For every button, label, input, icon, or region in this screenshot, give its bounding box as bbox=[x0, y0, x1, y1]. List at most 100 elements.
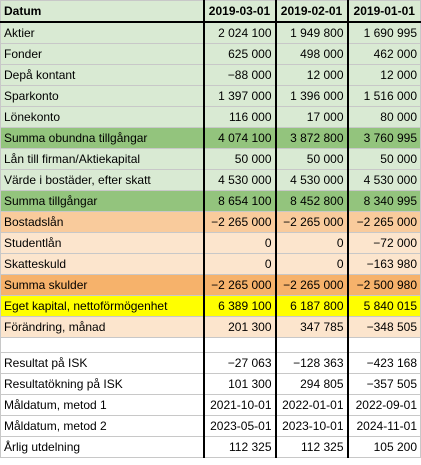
value-cell[interactable]: −2 265 000 bbox=[346, 211, 421, 233]
value-cell[interactable]: 8 654 100 bbox=[202, 190, 276, 212]
value-cell[interactable]: 0 bbox=[274, 253, 348, 275]
value-cell[interactable]: 12 000 bbox=[274, 64, 348, 86]
row-label-cell[interactable]: Förändring, månad bbox=[0, 316, 204, 338]
data-row: Depå kontant −88 000 12 000 12 000 bbox=[0, 64, 421, 86]
value-cell[interactable]: 8 340 995 bbox=[346, 190, 421, 212]
metric-row: Måldatum, metod 2 2023-05-01 2023-10-01 202… bbox=[0, 415, 421, 437]
value-cell[interactable]: −348 505 bbox=[346, 316, 421, 338]
value-cell[interactable]: 2022-09-01 bbox=[346, 394, 421, 416]
value-cell[interactable]: 4 530 000 bbox=[274, 169, 348, 191]
value-cell[interactable]: −2 265 000 bbox=[202, 274, 276, 296]
value-cell[interactable]: 1 949 800 bbox=[274, 21, 348, 44]
value-cell[interactable]: 116 000 bbox=[202, 106, 276, 128]
value-cell[interactable]: 0 bbox=[202, 232, 276, 254]
value-cell[interactable]: 2024-11-01 bbox=[346, 415, 421, 437]
value-cell[interactable]: 50 000 bbox=[202, 148, 276, 170]
value-cell[interactable]: −2 265 000 bbox=[274, 211, 348, 233]
value-cell[interactable]: −2 500 980 bbox=[346, 274, 421, 296]
row-label-cell[interactable]: Aktier bbox=[0, 21, 204, 44]
row-label-cell[interactable]: Bostadslån bbox=[0, 211, 204, 233]
row-label-cell[interactable]: Depå kontant bbox=[0, 64, 204, 86]
row-label-cell[interactable]: Summa obundna tillgångar bbox=[0, 127, 204, 149]
value-cell[interactable]: 3 760 995 bbox=[346, 127, 421, 149]
row-label-cell[interactable]: Måldatum, metod 1 bbox=[0, 394, 204, 416]
value-cell[interactable]: 1 397 000 bbox=[202, 85, 276, 107]
data-row: Värde i bostäder, efter skatt 4 530 000 4 … bbox=[0, 169, 421, 191]
empty-cell[interactable] bbox=[346, 337, 421, 353]
row-label-cell[interactable]: Sparkonto bbox=[0, 85, 204, 107]
value-cell[interactable]: 101 300 bbox=[202, 373, 276, 395]
value-cell[interactable]: 2022-01-01 bbox=[274, 394, 348, 416]
value-cell[interactable]: 6 389 100 bbox=[202, 295, 276, 317]
value-cell[interactable]: 1 396 000 bbox=[274, 85, 348, 107]
value-cell[interactable]: −423 168 bbox=[346, 352, 421, 374]
row-label-cell[interactable]: Resultatökning på ISK bbox=[0, 373, 204, 395]
row-label-cell[interactable]: Lån till firman/Aktiekapital bbox=[0, 148, 204, 170]
row-label-cell[interactable]: Lönekonto bbox=[0, 106, 204, 128]
value-cell[interactable]: 201 300 bbox=[202, 316, 276, 338]
value-cell[interactable]: 112 325 bbox=[202, 436, 276, 458]
row-label-cell[interactable]: Eget kapital, nettoförmögenhet bbox=[0, 295, 204, 317]
value-cell[interactable]: 80 000 bbox=[346, 106, 421, 128]
data-row: Aktier 2 024 100 1 949 800 1 690 995 bbox=[0, 21, 421, 44]
value-cell[interactable]: 112 325 bbox=[274, 436, 348, 458]
header-label-cell[interactable]: Datum bbox=[0, 0, 204, 23]
value-cell[interactable]: −357 505 bbox=[346, 373, 421, 395]
value-cell[interactable]: 4 530 000 bbox=[202, 169, 276, 191]
value-cell[interactable]: 0 bbox=[274, 232, 348, 254]
row-label-cell[interactable]: Värde i bostäder, efter skatt bbox=[0, 169, 204, 191]
row-label-cell[interactable]: Fonder bbox=[0, 43, 204, 65]
empty-cell[interactable] bbox=[0, 337, 204, 353]
value-cell[interactable]: 50 000 bbox=[274, 148, 348, 170]
value-cell[interactable]: 17 000 bbox=[274, 106, 348, 128]
data-row: Skatteskuld 0 0 −163 980 bbox=[0, 253, 421, 275]
value-cell[interactable]: −2 265 000 bbox=[202, 211, 276, 233]
value-cell[interactable]: 462 000 bbox=[346, 43, 421, 65]
value-cell[interactable]: 8 452 800 bbox=[274, 190, 348, 212]
row-label-cell[interactable]: Summa skulder bbox=[0, 274, 204, 296]
value-cell[interactable]: 294 805 bbox=[274, 373, 348, 395]
data-row: Förändring, månad 201 300 347 785 −348 505 bbox=[0, 316, 421, 338]
row-label-cell[interactable]: Måldatum, metod 2 bbox=[0, 415, 204, 437]
value-cell[interactable]: 6 187 800 bbox=[274, 295, 348, 317]
value-cell[interactable]: 105 200 bbox=[346, 436, 421, 458]
row-label-cell[interactable]: Studentlån bbox=[0, 232, 204, 254]
row-label-cell[interactable]: Årlig utdelning bbox=[0, 436, 204, 458]
value-cell[interactable]: 5 840 015 bbox=[346, 295, 421, 317]
data-row: Lönekonto 116 000 17 000 80 000 bbox=[0, 106, 421, 128]
value-cell[interactable]: 2021-10-01 bbox=[202, 394, 276, 416]
value-cell[interactable]: 4 530 000 bbox=[346, 169, 421, 191]
value-cell[interactable]: −128 363 bbox=[274, 352, 348, 374]
header-date-cell[interactable]: 2019-02-01 bbox=[274, 0, 348, 23]
value-cell[interactable]: 625 000 bbox=[202, 43, 276, 65]
value-cell[interactable]: 347 785 bbox=[274, 316, 348, 338]
value-cell[interactable]: 12 000 bbox=[346, 64, 421, 86]
value-cell[interactable]: 2023-05-01 bbox=[202, 415, 276, 437]
value-cell[interactable]: −72 000 bbox=[346, 232, 421, 254]
value-cell[interactable]: 498 000 bbox=[274, 43, 348, 65]
value-cell[interactable]: 0 bbox=[202, 253, 276, 275]
row-label-cell[interactable]: Summa tillgångar bbox=[0, 190, 204, 212]
metric-row: Måldatum, metod 1 2021-10-01 2022-01-01 202… bbox=[0, 394, 421, 416]
value-cell[interactable]: 1 516 000 bbox=[346, 85, 421, 107]
value-cell[interactable]: −27 063 bbox=[202, 352, 276, 374]
data-row: Fonder 625 000 498 000 462 000 bbox=[0, 43, 421, 65]
row-label-cell[interactable]: Resultat på ISK bbox=[0, 352, 204, 374]
empty-cell[interactable] bbox=[274, 337, 348, 353]
header-date-cell[interactable]: 2019-03-01 bbox=[202, 0, 276, 23]
value-cell[interactable]: 2023-10-01 bbox=[274, 415, 348, 437]
value-cell[interactable]: 2 024 100 bbox=[202, 21, 276, 44]
value-cell[interactable]: −163 980 bbox=[346, 253, 421, 275]
value-cell[interactable]: 4 074 100 bbox=[202, 127, 276, 149]
metric-row: Resultatökning på ISK 101 300 294 805 −357 … bbox=[0, 373, 421, 395]
empty-cell[interactable] bbox=[202, 337, 276, 353]
value-cell[interactable]: 1 690 995 bbox=[346, 21, 421, 44]
row-label-cell[interactable]: Skatteskuld bbox=[0, 253, 204, 275]
value-cell[interactable]: 3 872 800 bbox=[274, 127, 348, 149]
value-cell[interactable]: 50 000 bbox=[346, 148, 421, 170]
header-date-cell[interactable]: 2019-01-01 bbox=[346, 0, 421, 23]
value-cell[interactable]: −88 000 bbox=[202, 64, 276, 86]
value-cell[interactable]: −2 265 000 bbox=[274, 274, 348, 296]
